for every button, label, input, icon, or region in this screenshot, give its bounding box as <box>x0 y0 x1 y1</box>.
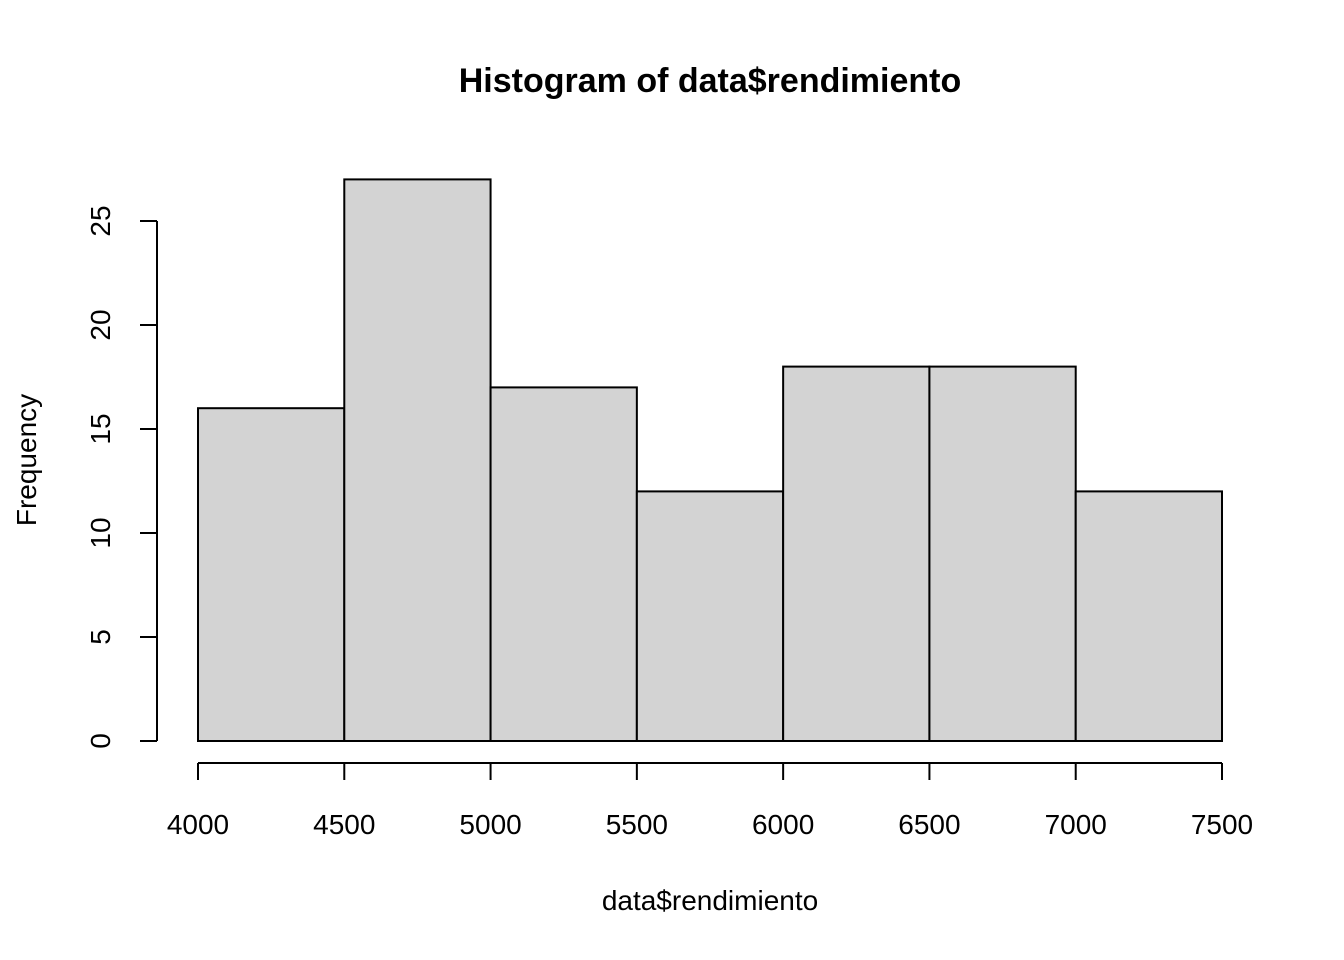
y-tick-label: 15 <box>85 413 116 444</box>
chart-title: Histogram of data$rendimiento <box>459 62 962 100</box>
y-tick-label: 25 <box>85 205 116 236</box>
x-tick-label: 6000 <box>752 809 814 840</box>
histogram-bar <box>928 365 1077 742</box>
y-tick-label: 20 <box>85 309 116 340</box>
histogram-bar <box>489 386 638 742</box>
y-axis: 0 5 10 15 20 25 <box>85 205 158 749</box>
x-axis: 4000 4500 5000 5500 6000 6500 7000 7500 <box>167 762 1253 840</box>
x-tick-label: 4000 <box>167 809 229 840</box>
x-tick-label: 7500 <box>1191 809 1253 840</box>
y-axis-label: Frequency <box>11 394 42 526</box>
y-tick-label: 5 <box>85 629 116 645</box>
x-tick-label: 5000 <box>459 809 521 840</box>
x-tick-label: 4500 <box>313 809 375 840</box>
x-tick-label: 5500 <box>606 809 668 840</box>
y-tick-label: 0 <box>85 733 116 749</box>
histogram-bar <box>197 407 346 742</box>
bars-group <box>197 178 1223 742</box>
x-axis-label: data$rendimiento <box>602 885 818 916</box>
x-tick-label: 7000 <box>1045 809 1107 840</box>
histogram-bar <box>1074 490 1223 742</box>
x-tick-label: 6500 <box>898 809 960 840</box>
histogram-bar <box>635 490 785 742</box>
y-tick-label: 10 <box>85 517 116 548</box>
histogram-bar <box>782 365 931 742</box>
histogram-bar <box>343 178 492 742</box>
